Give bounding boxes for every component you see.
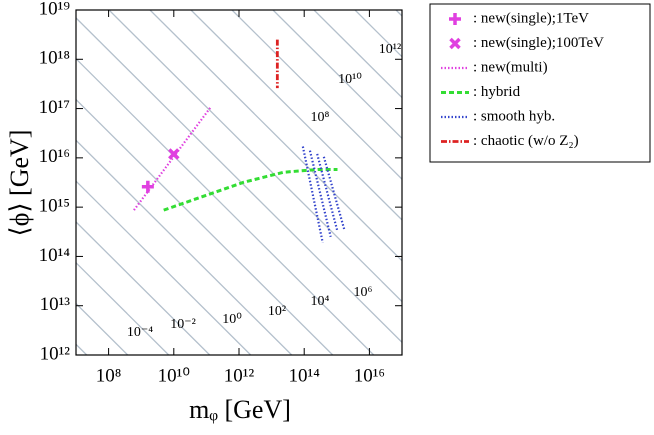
- x-tick-label: 10⁸: [96, 365, 122, 386]
- legend-label: : new(single);100TeV: [473, 35, 604, 51]
- series-line: [163, 168, 338, 212]
- contour-line: [272, 10, 402, 140]
- x-tick-label: 10¹²: [224, 365, 255, 386]
- series-line: [133, 105, 213, 211]
- legend-box: [429, 3, 651, 163]
- contour-line: [149, 10, 402, 262]
- contour-line: [76, 139, 293, 355]
- contour-line: [76, 98, 334, 355]
- contour-line: [76, 180, 252, 355]
- x-tick-label: 10¹⁶: [354, 365, 385, 386]
- series-line: [301, 146, 346, 243]
- x-tick-label: 10¹⁰: [158, 365, 190, 386]
- contour-line: [76, 57, 375, 355]
- contour-line: [76, 221, 211, 355]
- y-tick-label: 10¹⁵: [39, 196, 70, 217]
- y-tick-label: 10¹⁹: [39, 0, 71, 19]
- y-tick-label: 10¹³: [40, 294, 71, 315]
- legend-label: : new(multi): [473, 59, 548, 75]
- marker: [141, 180, 154, 193]
- legend-label: : hybrid: [473, 84, 521, 100]
- legend-label: : new(single);1TeV: [473, 10, 589, 26]
- contour-label: 10⁻²: [170, 317, 196, 332]
- marker: [449, 13, 461, 25]
- y-axis-label: ⟨ϕ⟩ [GeV]: [5, 130, 34, 237]
- x-axis-label: mᵩ [GeV]: [189, 395, 291, 424]
- y-tick-label: 10¹⁷: [39, 97, 70, 118]
- x-tick-label: 10¹⁴: [289, 365, 321, 386]
- contour-label: 10⁰: [222, 312, 242, 327]
- contour-label: 10²: [268, 304, 286, 319]
- marker: [168, 148, 180, 160]
- y-tick-label: 10¹⁴: [39, 245, 71, 266]
- contour-line: [190, 10, 402, 221]
- contour-label: 10⁸: [311, 110, 330, 125]
- contour-label: 10¹²: [379, 42, 401, 57]
- y-tick-label: 10¹⁶: [39, 146, 70, 167]
- y-tick-label: 10¹⁸: [39, 48, 70, 69]
- marker: [449, 37, 461, 50]
- data-layer: [133, 39, 346, 243]
- legend-label: : smooth hyb.: [473, 108, 555, 124]
- contour-label: 10⁶: [354, 285, 373, 300]
- contour-label: 10⁻⁴: [127, 325, 153, 340]
- legend-label: : chaotic (w/o Z₂): [473, 133, 579, 149]
- contour-line: [313, 10, 402, 99]
- contour-line: [108, 10, 402, 303]
- contour-line: [76, 261, 170, 355]
- contour-label: 10¹⁰: [338, 72, 362, 87]
- y-tick-label: 10¹²: [40, 343, 71, 364]
- contour-label: 10⁴: [311, 294, 330, 309]
- contour-line: [231, 10, 402, 181]
